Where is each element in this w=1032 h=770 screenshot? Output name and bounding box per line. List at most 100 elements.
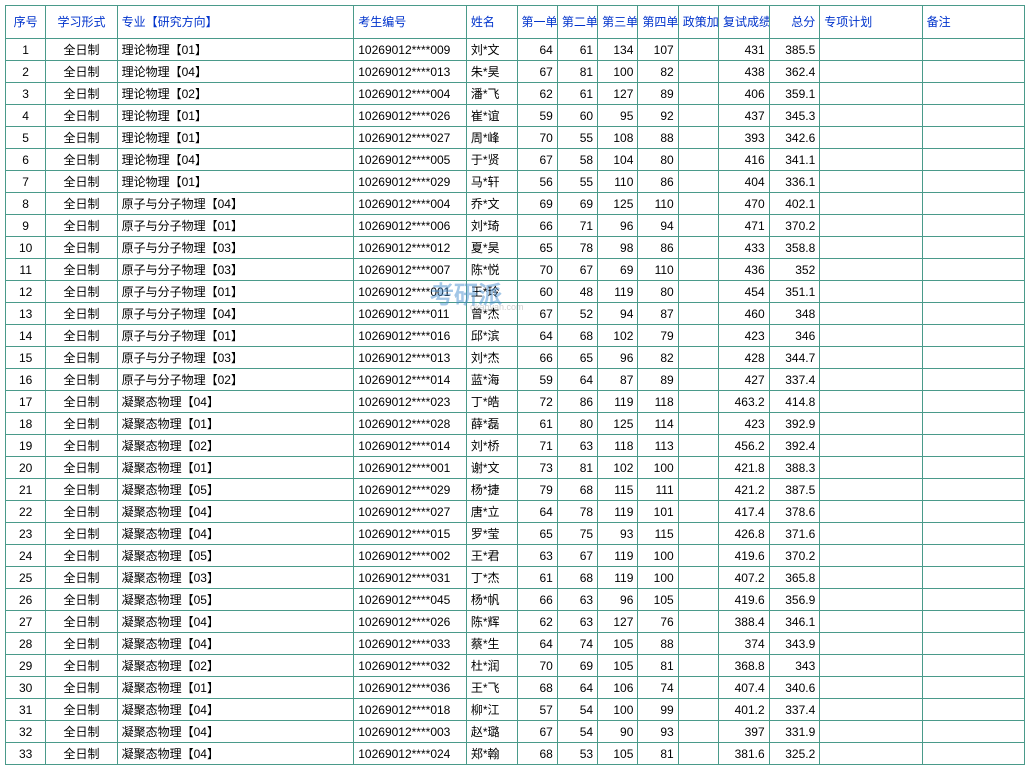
cell-major: 原子与分子物理【03】 bbox=[117, 237, 354, 259]
cell-plan bbox=[820, 347, 922, 369]
cell-examid: 10269012****032 bbox=[354, 655, 467, 677]
cell-seq: 25 bbox=[6, 567, 46, 589]
cell-u2: 67 bbox=[557, 545, 597, 567]
cell-examid: 10269012****014 bbox=[354, 435, 467, 457]
cell-remark bbox=[922, 39, 1024, 61]
cell-u1: 62 bbox=[517, 611, 557, 633]
cell-u4: 82 bbox=[638, 61, 678, 83]
table-row: 12全日制原子与分子物理【01】10269012****001王*玲604811… bbox=[6, 281, 1025, 303]
cell-plan bbox=[820, 303, 922, 325]
cell-study: 全日制 bbox=[46, 237, 117, 259]
cell-major: 理论物理【01】 bbox=[117, 39, 354, 61]
cell-u4: 93 bbox=[638, 721, 678, 743]
cell-policy bbox=[678, 457, 718, 479]
cell-seq: 22 bbox=[6, 501, 46, 523]
cell-examid: 10269012****036 bbox=[354, 677, 467, 699]
cell-total: 392.9 bbox=[769, 413, 820, 435]
cell-u2: 65 bbox=[557, 347, 597, 369]
cell-u3: 87 bbox=[598, 369, 638, 391]
cell-major: 凝聚态物理【04】 bbox=[117, 501, 354, 523]
cell-seq: 3 bbox=[6, 83, 46, 105]
cell-u3: 69 bbox=[598, 259, 638, 281]
cell-name: 朱*昊 bbox=[466, 61, 517, 83]
cell-remark bbox=[922, 523, 1024, 545]
cell-u2: 48 bbox=[557, 281, 597, 303]
cell-examid: 10269012****014 bbox=[354, 369, 467, 391]
table-row: 30全日制凝聚态物理【01】10269012****036王*飞68641067… bbox=[6, 677, 1025, 699]
cell-study: 全日制 bbox=[46, 281, 117, 303]
cell-study: 全日制 bbox=[46, 83, 117, 105]
cell-u1: 64 bbox=[517, 325, 557, 347]
cell-rescore: 426.8 bbox=[719, 523, 770, 545]
cell-remark bbox=[922, 501, 1024, 523]
cell-u1: 56 bbox=[517, 171, 557, 193]
cell-seq: 12 bbox=[6, 281, 46, 303]
cell-u3: 106 bbox=[598, 677, 638, 699]
cell-total: 342.6 bbox=[769, 127, 820, 149]
cell-u3: 95 bbox=[598, 105, 638, 127]
cell-u4: 89 bbox=[638, 369, 678, 391]
cell-u3: 102 bbox=[598, 325, 638, 347]
cell-total: 402.1 bbox=[769, 193, 820, 215]
cell-rescore: 427 bbox=[719, 369, 770, 391]
cell-seq: 29 bbox=[6, 655, 46, 677]
cell-name: 蓝*海 bbox=[466, 369, 517, 391]
cell-plan bbox=[820, 655, 922, 677]
cell-study: 全日制 bbox=[46, 127, 117, 149]
cell-study: 全日制 bbox=[46, 479, 117, 501]
cell-total: 387.5 bbox=[769, 479, 820, 501]
cell-u2: 69 bbox=[557, 193, 597, 215]
cell-name: 杜*润 bbox=[466, 655, 517, 677]
cell-rescore: 421.2 bbox=[719, 479, 770, 501]
cell-seq: 4 bbox=[6, 105, 46, 127]
cell-u2: 80 bbox=[557, 413, 597, 435]
cell-seq: 23 bbox=[6, 523, 46, 545]
table-row: 25全日制凝聚态物理【03】10269012****031丁*杰61681191… bbox=[6, 567, 1025, 589]
cell-u3: 102 bbox=[598, 457, 638, 479]
cell-rescore: 393 bbox=[719, 127, 770, 149]
cell-total: 414.8 bbox=[769, 391, 820, 413]
cell-plan bbox=[820, 589, 922, 611]
cell-seq: 31 bbox=[6, 699, 46, 721]
cell-major: 原子与分子物理【01】 bbox=[117, 215, 354, 237]
table-row: 19全日制凝聚态物理【02】10269012****014刘*桥71631181… bbox=[6, 435, 1025, 457]
cell-u4: 88 bbox=[638, 633, 678, 655]
cell-u2: 54 bbox=[557, 699, 597, 721]
cell-total: 348 bbox=[769, 303, 820, 325]
cell-plan bbox=[820, 127, 922, 149]
cell-total: 343.9 bbox=[769, 633, 820, 655]
cell-major: 原子与分子物理【01】 bbox=[117, 325, 354, 347]
cell-remark bbox=[922, 589, 1024, 611]
cell-remark bbox=[922, 721, 1024, 743]
cell-study: 全日制 bbox=[46, 545, 117, 567]
cell-u3: 134 bbox=[598, 39, 638, 61]
cell-major: 理论物理【01】 bbox=[117, 127, 354, 149]
header-study: 学习形式 bbox=[46, 6, 117, 39]
cell-study: 全日制 bbox=[46, 655, 117, 677]
cell-major: 凝聚态物理【04】 bbox=[117, 391, 354, 413]
cell-examid: 10269012****007 bbox=[354, 259, 467, 281]
cell-seq: 13 bbox=[6, 303, 46, 325]
cell-major: 凝聚态物理【01】 bbox=[117, 413, 354, 435]
cell-total: 337.4 bbox=[769, 369, 820, 391]
cell-rescore: 437 bbox=[719, 105, 770, 127]
table-row: 8全日制原子与分子物理【04】10269012****004乔*文6969125… bbox=[6, 193, 1025, 215]
cell-seq: 26 bbox=[6, 589, 46, 611]
cell-u1: 70 bbox=[517, 127, 557, 149]
cell-policy bbox=[678, 435, 718, 457]
cell-u2: 69 bbox=[557, 655, 597, 677]
cell-total: 385.5 bbox=[769, 39, 820, 61]
cell-seq: 8 bbox=[6, 193, 46, 215]
table-row: 20全日制凝聚态物理【01】10269012****001谢*文73811021… bbox=[6, 457, 1025, 479]
header-unit2: 第二单元 bbox=[557, 6, 597, 39]
cell-major: 原子与分子物理【03】 bbox=[117, 347, 354, 369]
table-row: 4全日制理论物理【01】10269012****026崔*谊5960959243… bbox=[6, 105, 1025, 127]
cell-u3: 119 bbox=[598, 567, 638, 589]
cell-u4: 81 bbox=[638, 743, 678, 765]
cell-major: 凝聚态物理【04】 bbox=[117, 743, 354, 765]
cell-total: 351.1 bbox=[769, 281, 820, 303]
cell-rescore: 470 bbox=[719, 193, 770, 215]
cell-plan bbox=[820, 325, 922, 347]
cell-rescore: 417.4 bbox=[719, 501, 770, 523]
cell-plan bbox=[820, 369, 922, 391]
